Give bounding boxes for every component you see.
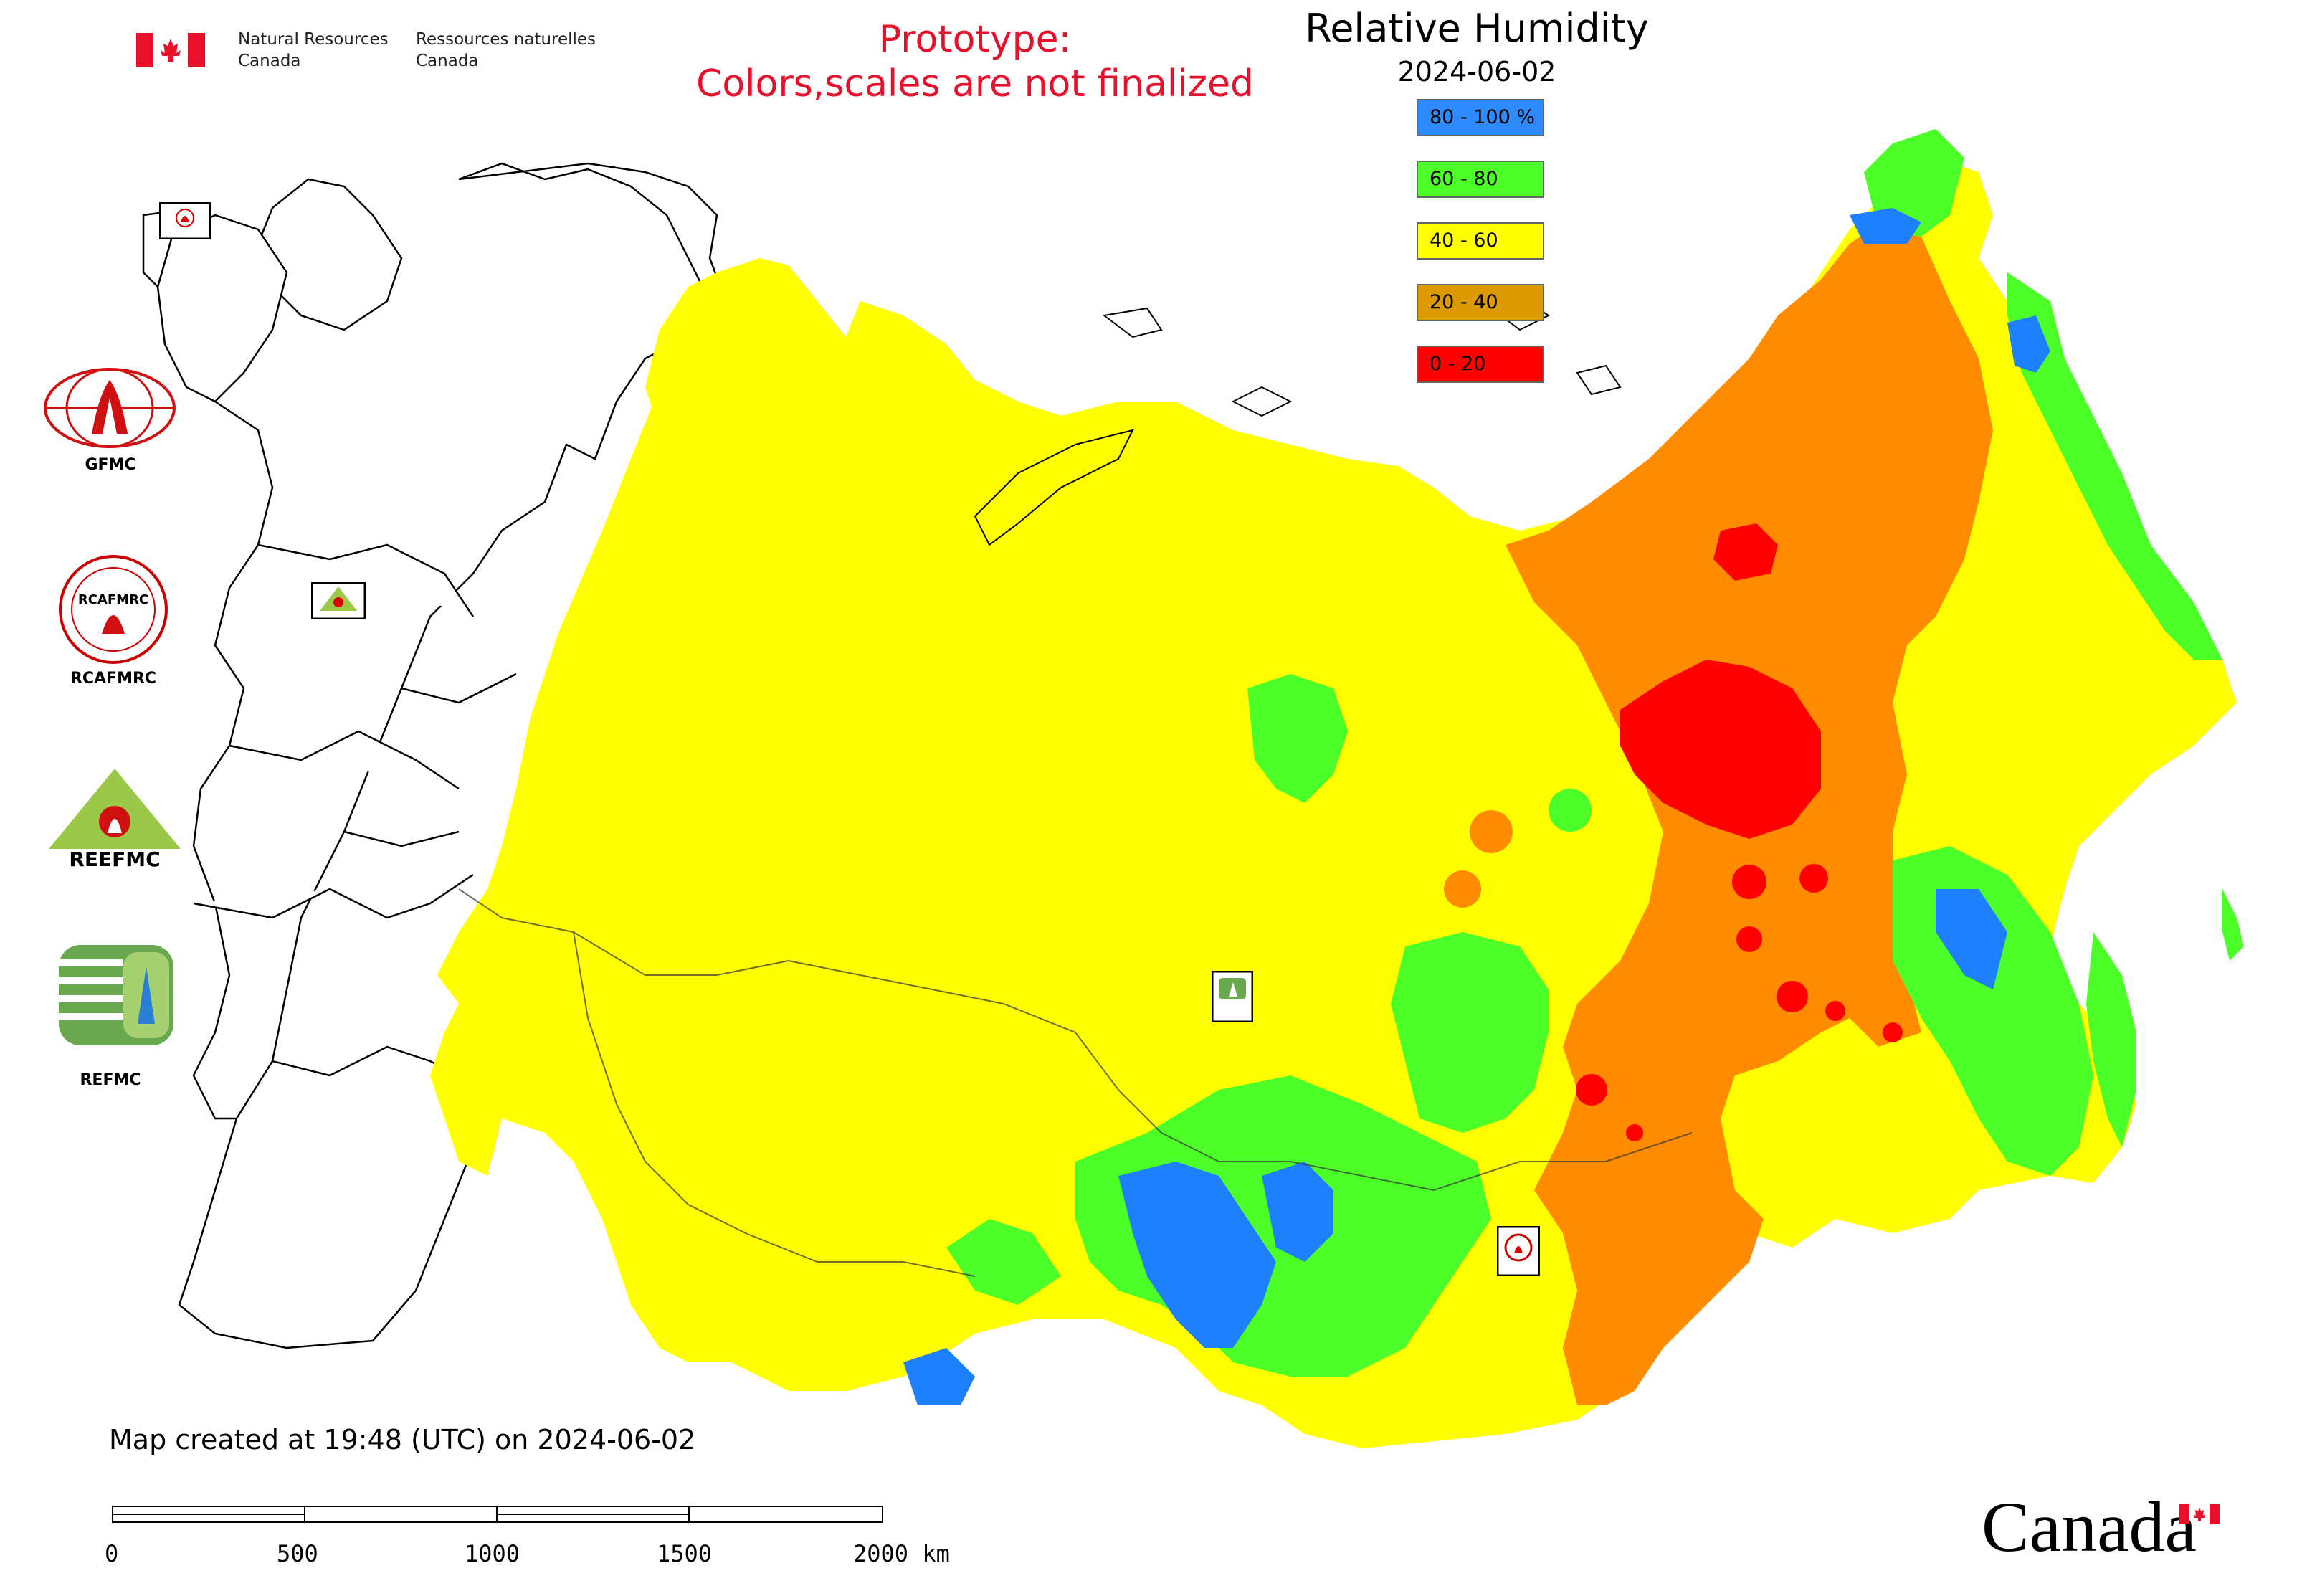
orange-spot: [1444, 870, 1481, 908]
map-date: 2024-06-02: [1397, 56, 1556, 87]
rcafmrc-marker-icon: [1497, 1226, 1540, 1276]
gfmc-label: GFMC: [85, 456, 136, 474]
org-english: Natural Resources Canada: [238, 30, 389, 70]
scale-segment: [112, 1506, 305, 1523]
europe-outline: [142, 162, 747, 1349]
scale-segment: [496, 1506, 690, 1523]
svg-text:REEFMC: REEFMC: [69, 847, 160, 871]
map-created-text: Map created at 19:48 (UTC) on 2024-06-02: [109, 1424, 696, 1455]
region-yellow-kola: [645, 258, 832, 473]
scale-tick-label: 1000: [465, 1540, 520, 1567]
scale-tick-label: 500: [277, 1540, 318, 1567]
region-green-kamchatka: [2007, 272, 2222, 660]
scale-bar: [112, 1506, 883, 1526]
red-spot: [1777, 981, 1808, 1012]
legend-item-60-80: 60 - 80: [1417, 161, 1544, 198]
red-spot: [1825, 1001, 1845, 1021]
scale-tick-label: 2000 km: [853, 1540, 950, 1567]
reefmc-marker-icon: [311, 582, 366, 619]
gfmc-marker-icon: [159, 202, 211, 239]
red-spot: [1732, 865, 1766, 899]
region-blue-south-2: [1262, 1162, 1333, 1262]
red-spot: [1576, 1074, 1607, 1106]
refmc-logo-icon: [59, 945, 173, 1045]
red-spot: [1736, 926, 1762, 952]
canada-wordmark-flag-icon: [2179, 1504, 2220, 1524]
scale-segment: [688, 1506, 883, 1523]
scale-tick-label: 0: [105, 1540, 119, 1567]
gfmc-logo-icon: [44, 368, 176, 448]
region-green-sakhalin: [2086, 932, 2136, 1147]
region-blue-amur: [1936, 889, 2007, 989]
region-red-north: [1713, 523, 1778, 581]
region-blue-kamchatka: [2007, 315, 2050, 373]
orange-spot: [1470, 810, 1513, 853]
rcafmrc-label: RCAFMRC: [70, 670, 157, 688]
map-title: Relative Humidity: [1305, 6, 1649, 51]
red-spot: [1799, 864, 1828, 893]
region-green-kuril: [2222, 889, 2244, 961]
region-green-caspian: [903, 1348, 975, 1405]
scale-segment: [304, 1506, 498, 1523]
svg-text:RCAFMRC: RCAFMRC: [78, 592, 148, 607]
reefmc-logo-icon: REEFMC: [37, 769, 192, 871]
refmc-label: REFMC: [80, 1071, 141, 1089]
country-borders: [458, 888, 1693, 1277]
red-spot: [1626, 1124, 1643, 1141]
region-green-southwest: [946, 1219, 1061, 1305]
region-green-central: [1247, 674, 1348, 803]
legend-item-20-40: 20 - 40: [1417, 284, 1544, 321]
canada-wordmark: Canada: [1982, 1487, 2197, 1567]
prototype-notice: Prototype: Colors,scales are not finaliz…: [695, 18, 1255, 105]
legend-item-0-20: 0 - 20: [1417, 346, 1544, 383]
rcafmrc-logo-icon: RCAFMRC: [59, 555, 168, 664]
red-spot: [1883, 1022, 1903, 1042]
legend-item-80-100: 80 - 100 %: [1417, 99, 1544, 136]
nrcan-signature: Natural Resources Canada Ressources natu…: [136, 29, 617, 72]
refmc-marker-icon: [1212, 971, 1253, 1022]
region-blue-chukotka: [1850, 208, 1921, 244]
island-novaya-zemlya: [974, 429, 1134, 546]
region-blue-south: [1118, 1162, 1276, 1348]
legend-item-40-60: 40 - 60: [1417, 222, 1544, 260]
scale-tick-label: 1500: [657, 1540, 713, 1567]
green-spot: [1549, 789, 1592, 832]
region-red: [1620, 660, 1821, 839]
org-french: Ressources naturelles Canada: [416, 30, 596, 70]
canada-flag-icon: [136, 33, 205, 67]
region-green-lake: [1391, 932, 1549, 1133]
